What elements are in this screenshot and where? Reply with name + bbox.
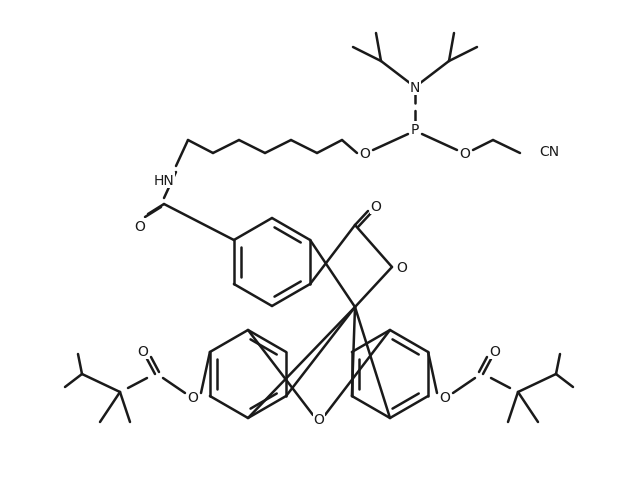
Text: HN: HN: [154, 174, 174, 188]
Text: CN: CN: [539, 144, 559, 159]
Text: O: O: [490, 344, 500, 358]
Text: O: O: [134, 219, 145, 233]
Text: O: O: [460, 147, 470, 161]
Text: P: P: [411, 123, 419, 137]
Text: O: O: [138, 344, 148, 358]
Text: N: N: [410, 81, 420, 95]
Text: O: O: [188, 390, 198, 404]
Text: O: O: [314, 412, 324, 426]
Text: O: O: [360, 147, 371, 161]
Text: O: O: [397, 261, 408, 275]
Text: O: O: [371, 200, 381, 214]
Text: O: O: [440, 390, 451, 404]
